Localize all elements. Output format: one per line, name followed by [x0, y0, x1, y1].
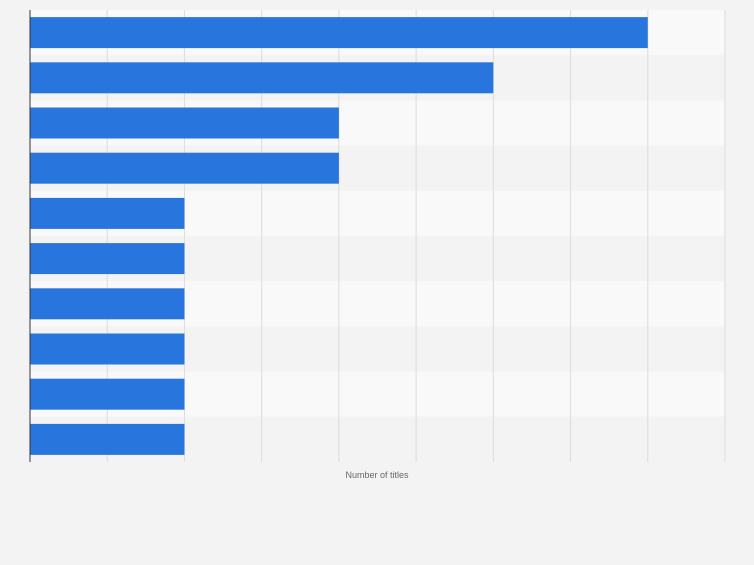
bar[interactable]: [30, 62, 494, 94]
bar[interactable]: [30, 378, 185, 410]
bar[interactable]: [30, 152, 339, 184]
bar-series: [30, 17, 648, 455]
bar[interactable]: [30, 243, 185, 275]
x-axis-title: Number of titles: [345, 470, 409, 480]
bar[interactable]: [30, 423, 185, 455]
bar[interactable]: [30, 197, 185, 229]
bar[interactable]: [30, 288, 185, 320]
bar[interactable]: [30, 17, 648, 49]
bar[interactable]: [30, 107, 339, 139]
bar[interactable]: [30, 333, 185, 365]
